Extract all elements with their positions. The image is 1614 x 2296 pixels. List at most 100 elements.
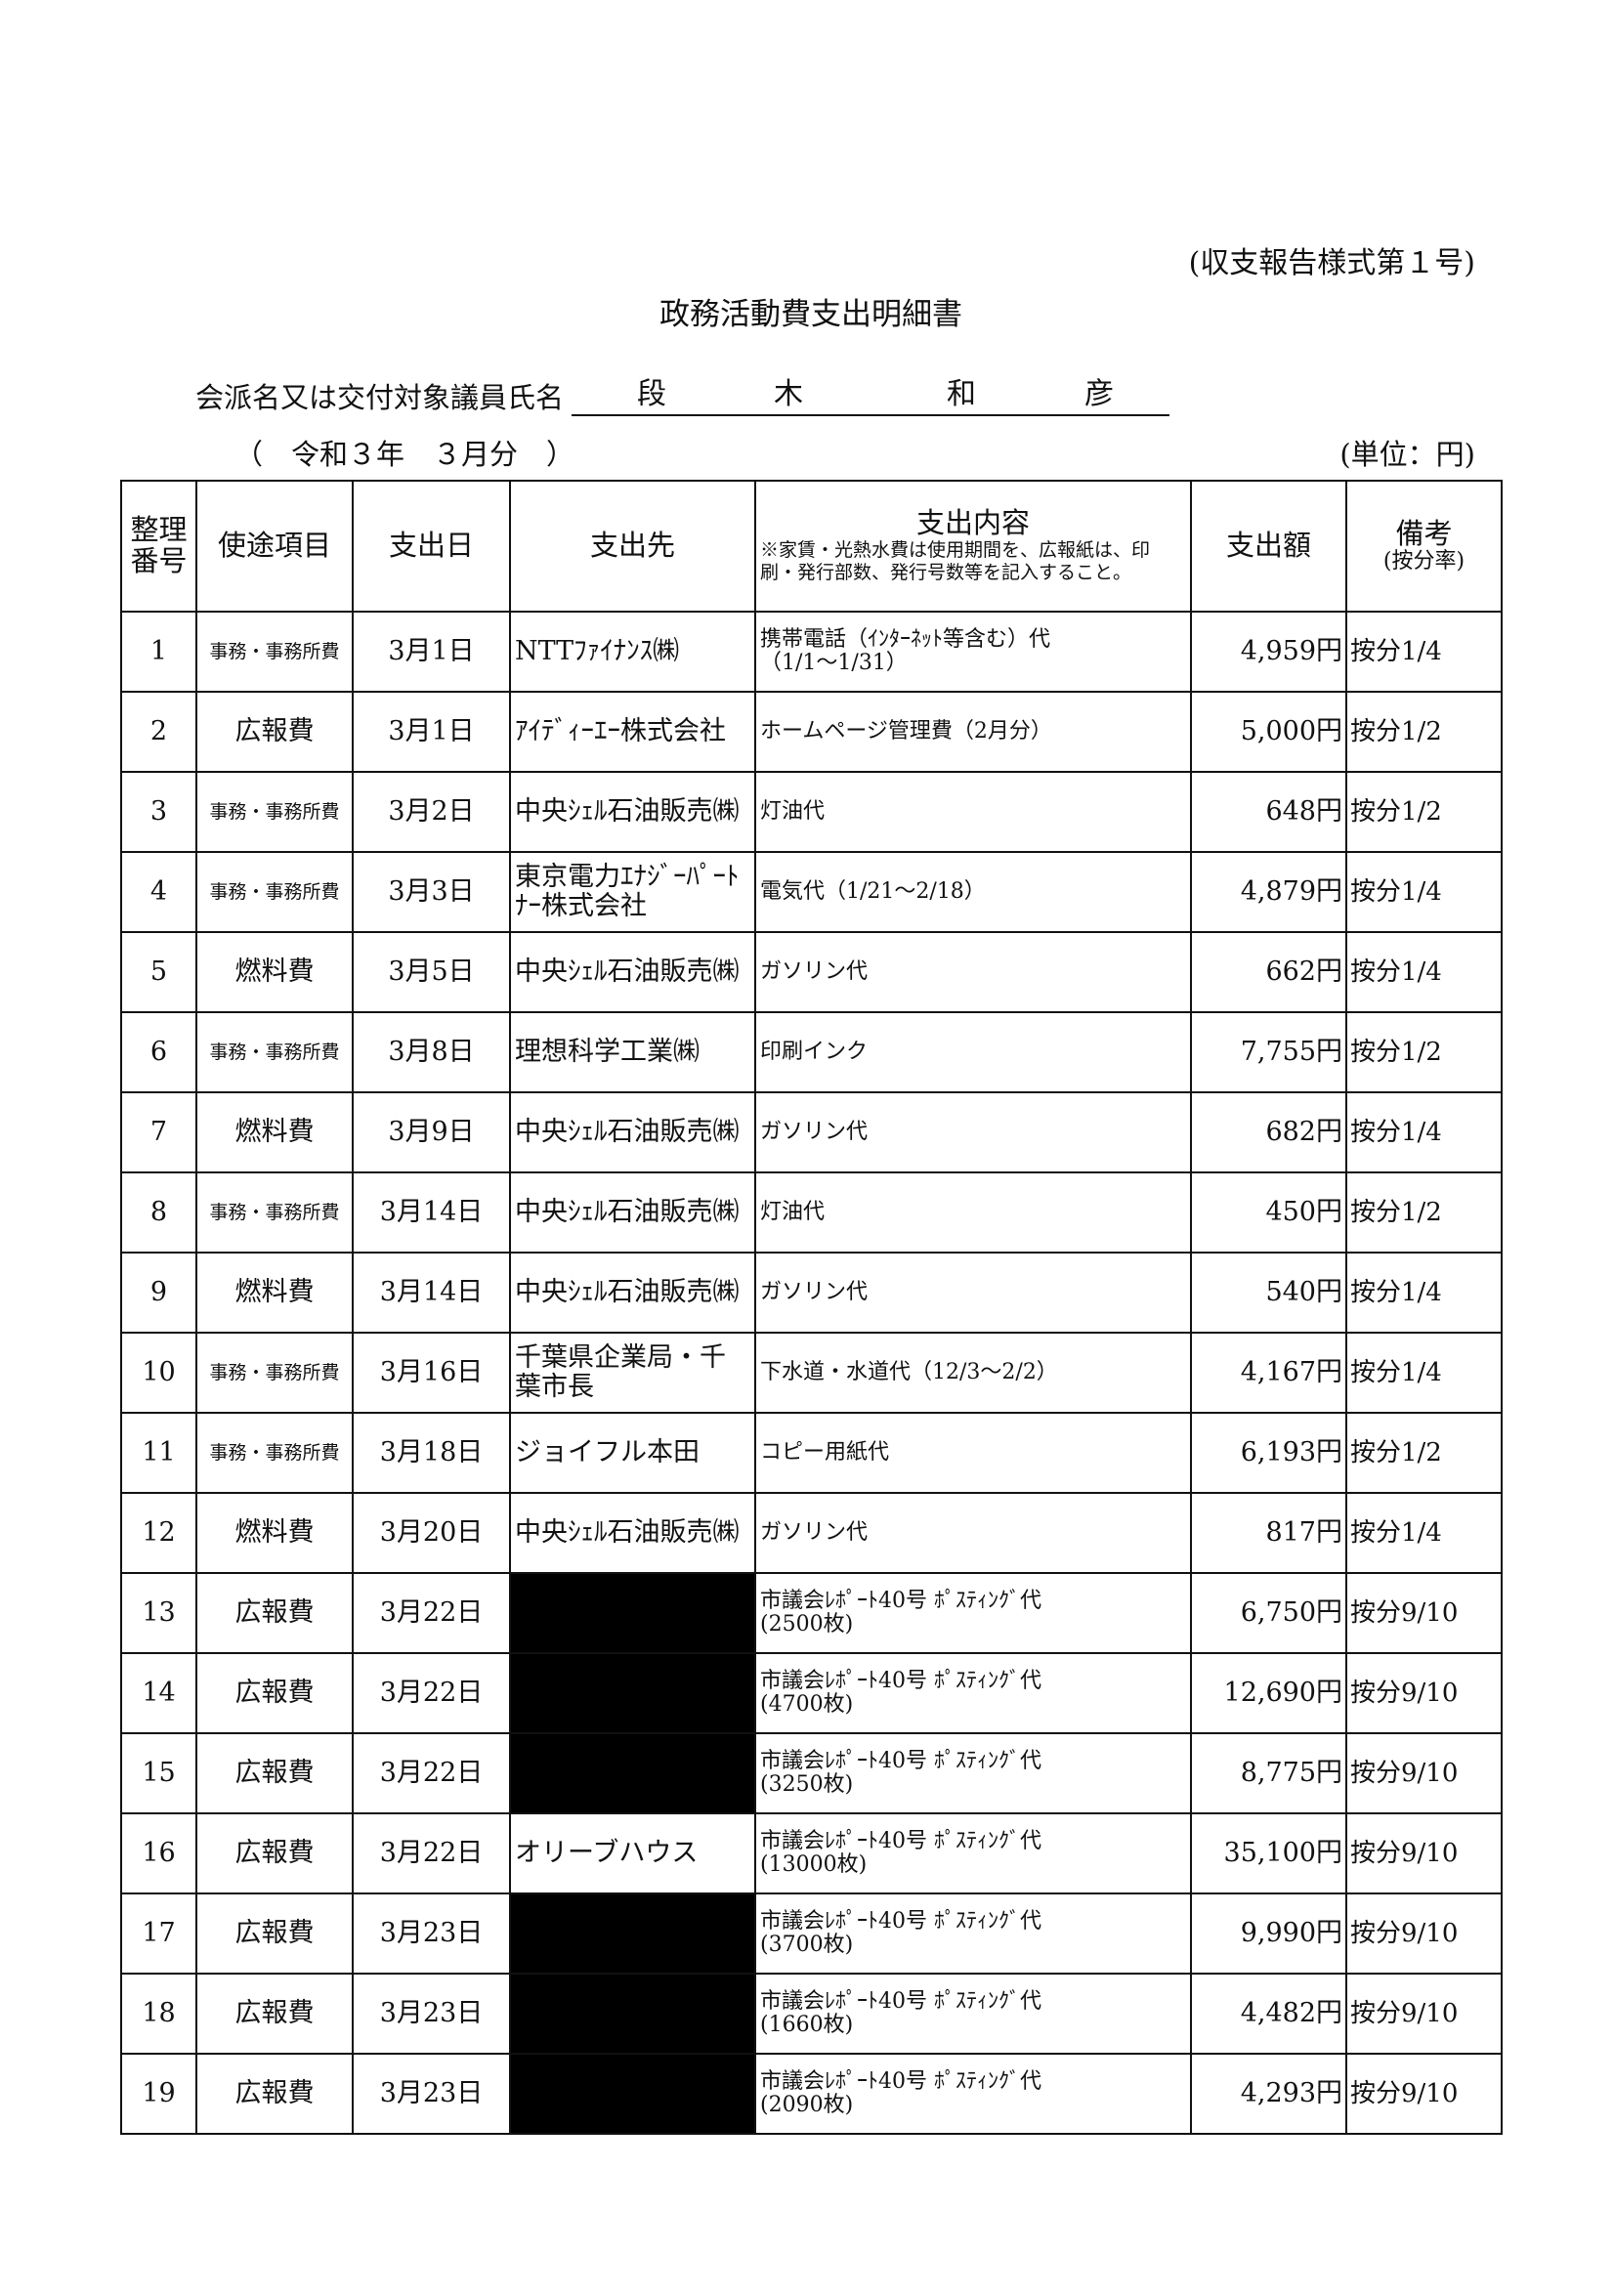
name-char: 彦 (1084, 377, 1115, 411)
member-label: 会派名又は交付対象議員氏名 (195, 381, 565, 414)
row-date: 3月8日 (352, 1011, 511, 1093)
table-row: 6 事務・事務所費 3月8日 理想科学工業㈱ 印刷インク 7,755円 按分1/2 (120, 1011, 1503, 1093)
row-category: 燃料費 (195, 1252, 354, 1334)
row-amount: 8,775円 (1190, 1732, 1347, 1814)
row-remarks: 按分9/10 (1345, 1572, 1503, 1654)
row-vendor: 中央ｼｪﾙ石油販売㈱ (509, 1252, 756, 1334)
row-date: 3月23日 (352, 1973, 511, 2055)
row-date: 3月5日 (352, 931, 511, 1013)
row-remarks: 按分9/10 (1345, 2053, 1503, 2135)
row-date: 3月22日 (352, 1732, 511, 1814)
table-row: 17 広報費 3月23日 市議会ﾚﾎﾟｰﾄ40号 ﾎﾟｽﾃｨﾝｸﾞ代 (3700枚) 9,… (120, 1892, 1503, 1975)
row-date: 3月14日 (352, 1171, 511, 1254)
row-vendor: 理想科学工業㈱ (509, 1011, 756, 1093)
row-remarks: 按分1/4 (1345, 611, 1503, 693)
row-vendor: オリーブハウス (509, 1812, 756, 1894)
table-row: 10 事務・事務所費 3月16日 千葉県企業局・千葉市長 下水道・水道代（12/3～2/… (120, 1332, 1503, 1414)
header-category: 使途項目 (195, 480, 354, 613)
row-date: 3月22日 (352, 1572, 511, 1654)
row-amount: 682円 (1190, 1091, 1347, 1173)
header-amount: 支出額 (1190, 480, 1347, 613)
header-content: 支出内容 ※家賃・光熱水費は使用期間を、広報紙は、印刷・発行部数、発行号数等を記… (754, 480, 1192, 613)
row-number: 19 (120, 2053, 197, 2135)
row-date: 3月23日 (352, 1892, 511, 1975)
row-amount: 35,100円 (1190, 1812, 1347, 1894)
row-remarks: 按分9/10 (1345, 1652, 1503, 1734)
row-amount: 4,959円 (1190, 611, 1347, 693)
row-number: 5 (120, 931, 197, 1013)
form-number: (収支報告様式第１号) (1188, 246, 1475, 280)
table-row: 9 燃料費 3月14日 中央ｼｪﾙ石油販売㈱ ガソリン代 540円 按分1/4 (120, 1252, 1503, 1334)
row-category: 広報費 (195, 1572, 354, 1654)
row-remarks: 按分1/4 (1345, 1091, 1503, 1173)
row-amount: 450円 (1190, 1171, 1347, 1254)
table-row: 18 広報費 3月23日 市議会ﾚﾎﾟｰﾄ40号 ﾎﾟｽﾃｨﾝｸﾞ代 (1660枚) 4,… (120, 1973, 1503, 2055)
row-vendor: 中央ｼｪﾙ石油販売㈱ (509, 1492, 756, 1574)
row-amount: 4,293円 (1190, 2053, 1347, 2135)
header-remarks: 備考 (按分率) (1345, 480, 1503, 613)
row-category: 広報費 (195, 2053, 354, 2135)
row-vendor-redacted (509, 1652, 756, 1734)
row-vendor: 中央ｼｪﾙ石油販売㈱ (509, 1171, 756, 1254)
row-amount: 648円 (1190, 771, 1347, 853)
expense-table: 整理番号 使途項目 支出日 支出先 支出内容 ※家賃・光熱水費は使用期間を、広報… (120, 480, 1503, 2135)
row-content: ホームページ管理費（2月分） (754, 691, 1192, 773)
row-date: 3月1日 (352, 691, 511, 773)
row-remarks: 按分9/10 (1345, 1892, 1503, 1975)
row-category: 事務・事務所費 (195, 1171, 354, 1254)
row-date: 3月22日 (352, 1652, 511, 1734)
row-amount: 7,755円 (1190, 1011, 1347, 1093)
row-vendor-redacted (509, 1572, 756, 1654)
table-row: 13 広報費 3月22日 市議会ﾚﾎﾟｰﾄ40号 ﾎﾟｽﾃｨﾝｸﾞ代 (2500枚) 6,… (120, 1572, 1503, 1654)
row-remarks: 按分9/10 (1345, 1973, 1503, 2055)
row-number: 8 (120, 1171, 197, 1254)
row-amount: 4,482円 (1190, 1973, 1347, 2055)
row-category: 燃料費 (195, 931, 354, 1013)
row-remarks: 按分1/2 (1345, 771, 1503, 853)
table-row: 4 事務・事務所費 3月3日 東京電力ｴﾅｼﾞｰﾊﾟｰﾄﾅｰ株式会社 電気代（1/21～… (120, 851, 1503, 933)
table-row: 1 事務・事務所費 3月1日 NTTﾌｧｲﾅﾝｽ㈱ 携帯電話（ｲﾝﾀｰﾈｯﾄ等含む）代（… (120, 611, 1503, 693)
row-amount: 5,000円 (1190, 691, 1347, 773)
row-remarks: 按分1/2 (1345, 1171, 1503, 1254)
row-date: 3月23日 (352, 2053, 511, 2135)
row-number: 2 (120, 691, 197, 773)
row-number: 15 (120, 1732, 197, 1814)
row-date: 3月3日 (352, 851, 511, 933)
row-remarks: 按分1/2 (1345, 1011, 1503, 1093)
row-date: 3月20日 (352, 1492, 511, 1574)
content-note: ※家賃・光熱水費は使用期間を、広報紙は、印刷・発行部数、発行号数等を記入すること… (760, 539, 1151, 583)
row-category: 広報費 (195, 1812, 354, 1894)
table-row: 11 事務・事務所費 3月18日 ジョイフル本田 コピー用紙代 6,193円 按分1/2 (120, 1412, 1503, 1494)
table-row: 8 事務・事務所費 3月14日 中央ｼｪﾙ石油販売㈱ 灯油代 450円 按分1/2 (120, 1171, 1503, 1254)
row-vendor: NTTﾌｧｲﾅﾝｽ㈱ (509, 611, 756, 693)
row-number: 1 (120, 611, 197, 693)
row-remarks: 按分1/4 (1345, 1252, 1503, 1334)
row-content: ガソリン代 (754, 931, 1192, 1013)
row-amount: 817円 (1190, 1492, 1347, 1574)
report-period: （ 令和３年 ３月分 ） (234, 438, 575, 471)
row-vendor: 中央ｼｪﾙ石油販売㈱ (509, 771, 756, 853)
table-row: 7 燃料費 3月9日 中央ｼｪﾙ石油販売㈱ ガソリン代 682円 按分1/4 (120, 1091, 1503, 1173)
row-number: 16 (120, 1812, 197, 1894)
row-number: 17 (120, 1892, 197, 1975)
member-line: 会派名又は交付対象議員氏名 段 木 和 彦 (195, 375, 1170, 416)
row-date: 3月14日 (352, 1252, 511, 1334)
row-remarks: 按分1/2 (1345, 691, 1503, 773)
row-content: 市議会ﾚﾎﾟｰﾄ40号 ﾎﾟｽﾃｨﾝｸﾞ代 (4700枚) (754, 1652, 1192, 1734)
row-content: 印刷インク (754, 1011, 1192, 1093)
row-vendor: 千葉県企業局・千葉市長 (509, 1332, 756, 1414)
row-number: 9 (120, 1252, 197, 1334)
row-remarks: 按分1/4 (1345, 851, 1503, 933)
row-content: ガソリン代 (754, 1492, 1192, 1574)
row-number: 4 (120, 851, 197, 933)
row-vendor-redacted (509, 1892, 756, 1975)
header-row: 整理番号 使途項目 支出日 支出先 支出内容 ※家賃・光熱水費は使用期間を、広報… (120, 480, 1503, 613)
row-category: 広報費 (195, 691, 354, 773)
row-vendor-redacted (509, 2053, 756, 2135)
row-amount: 9,990円 (1190, 1892, 1347, 1975)
row-remarks: 按分1/4 (1345, 1492, 1503, 1574)
row-number: 12 (120, 1492, 197, 1574)
row-content: ガソリン代 (754, 1252, 1192, 1334)
row-amount: 6,750円 (1190, 1572, 1347, 1654)
table-row: 15 広報費 3月22日 市議会ﾚﾎﾟｰﾄ40号 ﾎﾟｽﾃｨﾝｸﾞ代 (3250枚) 8,… (120, 1732, 1503, 1814)
